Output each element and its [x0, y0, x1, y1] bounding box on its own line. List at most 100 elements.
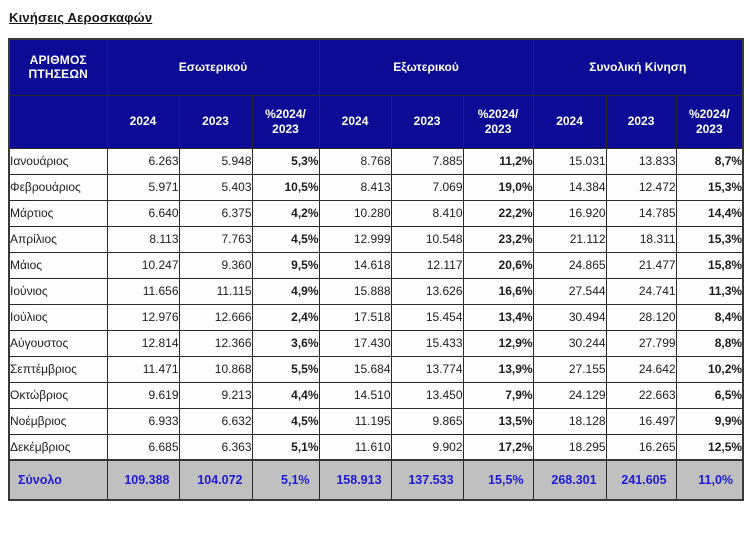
value-cell: 6.375 [178, 199, 253, 227]
sub-header-2023: 2023 [605, 94, 677, 149]
value-cell: 11.656 [106, 277, 180, 305]
value-cell: 5.403 [178, 173, 253, 201]
total-label-cell: Σύνολο [8, 459, 108, 501]
percent-cell: 4,5% [251, 407, 320, 435]
table-row: Μάρτιος 6.640 6.375 4,2% 10.280 8.410 22,2% 16.… [8, 199, 744, 227]
value-cell: 21.477 [605, 251, 677, 279]
percent-cell: 8,4% [675, 303, 744, 331]
percent-cell: 9,9% [675, 407, 744, 435]
value-cell: 17.518 [318, 303, 392, 331]
value-cell: 12.666 [178, 303, 253, 331]
value-cell: 8.768 [318, 147, 392, 175]
percent-cell: 15,3% [675, 173, 744, 201]
percent-cell: 4,2% [251, 199, 320, 227]
value-cell: 11.115 [178, 277, 253, 305]
value-cell: 15.888 [318, 277, 392, 305]
value-cell: 15.433 [390, 329, 464, 357]
total-percent-cell: 5,1% [251, 459, 320, 501]
percent-cell: 23,2% [462, 225, 534, 253]
month-cell: Ιούνιος [8, 277, 108, 305]
percent-cell: 4,9% [251, 277, 320, 305]
value-cell: 12.366 [178, 329, 253, 357]
percent-cell: 5,5% [251, 355, 320, 383]
percent-cell: 9,5% [251, 251, 320, 279]
value-cell: 11.471 [106, 355, 180, 383]
value-cell: 8.113 [106, 225, 180, 253]
percent-cell: 8,7% [675, 147, 744, 175]
percent-cell: 3,6% [251, 329, 320, 357]
value-cell: 12.814 [106, 329, 180, 357]
total-row: Σύνολο 109.388 104.072 5,1% 158.913 137.… [8, 459, 744, 501]
value-cell: 14.510 [318, 381, 392, 409]
table-body: Ιανουάριος 6.263 5.948 5,3% 8.768 7.885 11,2% 1… [8, 147, 744, 461]
value-cell: 9.619 [106, 381, 180, 409]
value-cell: 6.933 [106, 407, 180, 435]
total-percent-cell: 15,5% [462, 459, 534, 501]
value-cell: 5.948 [178, 147, 253, 175]
sub-header-2024: 2024 [532, 94, 607, 149]
sub-header-2024: 2024 [318, 94, 392, 149]
percent-cell: 15,3% [675, 225, 744, 253]
value-cell: 14.785 [605, 199, 677, 227]
value-cell: 11.195 [318, 407, 392, 435]
sub-header-percent: %2024/ 2023 [462, 94, 534, 149]
value-cell: 18.128 [532, 407, 607, 435]
percent-cell: 6,5% [675, 381, 744, 409]
percent-cell: 5,3% [251, 147, 320, 175]
value-cell: 10.247 [106, 251, 180, 279]
total-value-cell: 109.388 [106, 459, 180, 501]
value-cell: 27.544 [532, 277, 607, 305]
value-cell: 8.410 [390, 199, 464, 227]
value-cell: 12.472 [605, 173, 677, 201]
percent-cell: 4,4% [251, 381, 320, 409]
value-cell: 6.363 [178, 433, 253, 461]
value-cell: 30.494 [532, 303, 607, 331]
table-row: Ιούλιος 12.976 12.666 2,4% 17.518 15.454 13,4%… [8, 303, 744, 331]
sub-header-2023: 2023 [390, 94, 464, 149]
percent-cell: 5,1% [251, 433, 320, 461]
month-cell: Ιανουάριος [8, 147, 108, 175]
value-cell: 10.868 [178, 355, 253, 383]
sub-header-percent: %2024/ 2023 [675, 94, 744, 149]
total-value-cell: 158.913 [318, 459, 392, 501]
group-header-row: ΑΡΙΘΜΟΣ ΠΤΗΣΕΩΝ Εσωτερικού Εξωτερικού Συ… [8, 38, 744, 96]
percent-cell: 7,9% [462, 381, 534, 409]
table-row: Νοέμβριος 6.933 6.632 4,5% 11.195 9.865 13,5% 1… [8, 407, 744, 435]
table-row: Ιούνιος 11.656 11.115 4,9% 15.888 13.626 16,6%… [8, 277, 744, 305]
value-cell: 5.971 [106, 173, 180, 201]
value-cell: 27.155 [532, 355, 607, 383]
value-cell: 15.684 [318, 355, 392, 383]
percent-cell: 20,6% [462, 251, 534, 279]
table-row: Αύγουστος 12.814 12.366 3,6% 17.430 15.433 12,… [8, 329, 744, 357]
value-cell: 15.031 [532, 147, 607, 175]
page-title: Κινήσεις Αεροσκαφών [9, 10, 153, 25]
total-value-cell: 104.072 [178, 459, 253, 501]
percent-cell: 13,4% [462, 303, 534, 331]
value-cell: 6.632 [178, 407, 253, 435]
value-cell: 9.865 [390, 407, 464, 435]
percent-cell: 14,4% [675, 199, 744, 227]
sub-header-percent: %2024/ 2023 [251, 94, 320, 149]
month-cell: Φεβρουάριος [8, 173, 108, 201]
value-cell: 16.497 [605, 407, 677, 435]
percent-cell: 15,8% [675, 251, 744, 279]
value-cell: 9.213 [178, 381, 253, 409]
percent-cell: 4,5% [251, 225, 320, 253]
value-cell: 7.069 [390, 173, 464, 201]
group-header-international: Εξωτερικού [318, 38, 534, 96]
table-row: Δεκέμβριος 6.685 6.363 5,1% 11.610 9.902 17,2%… [8, 433, 744, 461]
value-cell: 13.626 [390, 277, 464, 305]
value-cell: 7.763 [178, 225, 253, 253]
group-header-domestic: Εσωτερικού [106, 38, 320, 96]
sub-header-2023: 2023 [178, 94, 253, 149]
value-cell: 10.548 [390, 225, 464, 253]
group-header-total: Συνολική Κίνηση [532, 38, 744, 96]
value-cell: 6.263 [106, 147, 180, 175]
value-cell: 9.902 [390, 433, 464, 461]
total-value-cell: 137.533 [390, 459, 464, 501]
table-header: ΑΡΙΘΜΟΣ ΠΤΗΣΕΩΝ Εσωτερικού Εξωτερικού Συ… [8, 38, 744, 149]
value-cell: 16.265 [605, 433, 677, 461]
value-cell: 24.642 [605, 355, 677, 383]
month-cell: Ιούλιος [8, 303, 108, 331]
